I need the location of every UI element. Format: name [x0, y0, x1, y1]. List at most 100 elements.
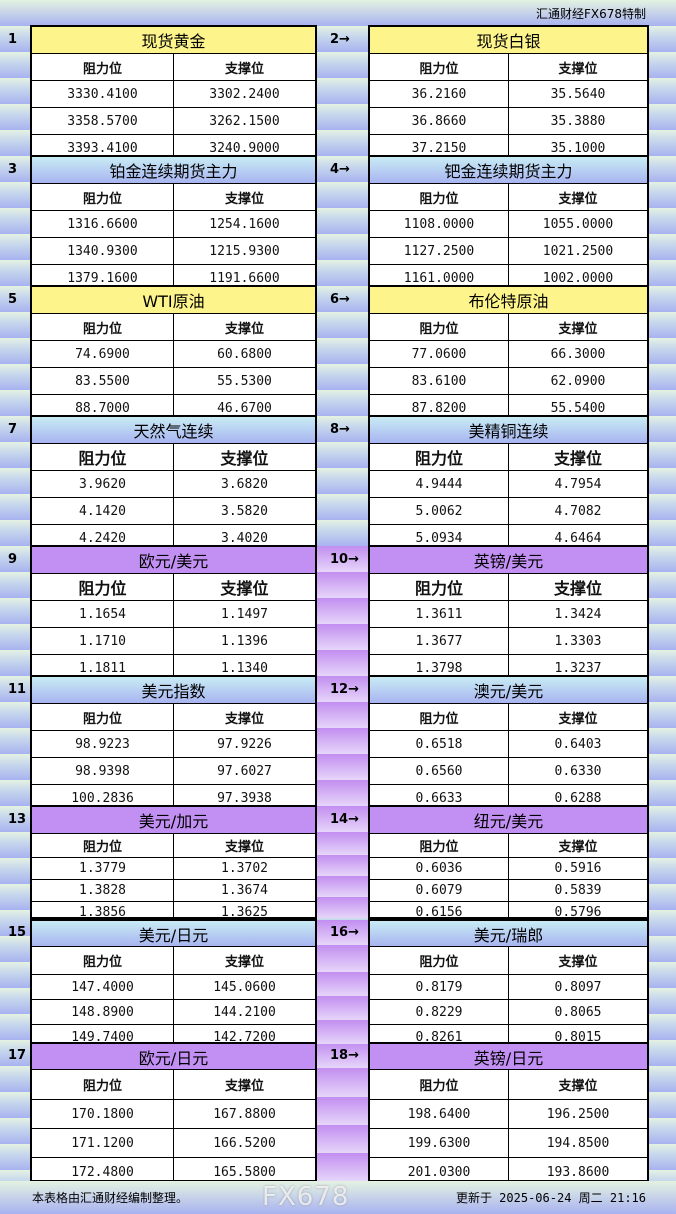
middle-gutter-cell	[317, 650, 368, 676]
table-row: 3330.4100 3302.2400	[32, 81, 315, 108]
table-row: 1108.0000 1055.0000	[370, 211, 647, 238]
support-value: 1002.0000	[542, 270, 614, 286]
table-row: 36.2160 35.5640	[370, 81, 647, 108]
table-row: 199.6300 194.8500	[370, 1129, 647, 1158]
support-value: 35.3880	[550, 113, 606, 129]
middle-gutter-cell	[317, 972, 368, 996]
column-header-row: 阻力位 支撑位	[370, 574, 647, 601]
resistance-value: 1.1811	[32, 655, 174, 681]
resistance-value: 149.7400	[32, 1025, 174, 1049]
support-header: 支撑位	[224, 711, 264, 727]
quote-table-6: 布伦特原油 阻力位 支撑位 77.0600 66.3000 83.6100 62.0900 8…	[368, 285, 649, 421]
instrument-number: 5	[8, 291, 18, 307]
column-header-row: 阻力位 支撑位	[370, 834, 647, 858]
resistance-value: 98.9398	[32, 758, 174, 784]
support-value: 1215.9300	[209, 243, 280, 259]
table-row: 170.1800 167.8800	[32, 1100, 315, 1129]
resistance-header: 阻力位	[370, 947, 509, 974]
support-value: 165.5800	[213, 1164, 276, 1180]
instrument-number: 4→	[330, 161, 350, 177]
top-bar	[0, 0, 676, 26]
column-header-row: 阻力位 支撑位	[370, 444, 647, 471]
support-value: 144.2100	[213, 1004, 276, 1020]
support-header: 支撑位	[558, 711, 598, 727]
table-row: 4.9444 4.7954	[370, 471, 647, 498]
resistance-value: 3330.4100	[32, 81, 174, 107]
table-row: 98.9398 97.6027	[32, 758, 315, 785]
support-value: 1.3303	[554, 633, 602, 649]
instrument-number: 6→	[330, 291, 350, 307]
resistance-value: 100.2836	[32, 785, 174, 811]
support-header: 支撑位	[558, 955, 598, 970]
quote-table-10: 英镑/美元 阻力位 支撑位 1.3611 1.3424 1.3677 1.3303 1.379…	[368, 545, 649, 681]
update-time: 更新于 2025-06-24 周二 21:16	[455, 1191, 646, 1205]
resistance-value: 1.1710	[32, 628, 174, 654]
resistance-value: 1.3677	[370, 628, 509, 654]
middle-gutter-cell	[317, 1043, 368, 1068]
resistance-value: 3393.4100	[32, 135, 174, 161]
middle-gutter-cell	[317, 702, 368, 728]
table-row: 98.9223 97.9226	[32, 731, 315, 758]
resistance-header: 阻力位	[370, 54, 509, 80]
instrument-title: 美元/瑞郎	[370, 921, 647, 947]
support-value: 55.5300	[217, 373, 272, 389]
middle-gutter-cell	[317, 624, 368, 650]
support-value: 4.6464	[554, 530, 602, 546]
column-header-row: 阻力位 支撑位	[32, 184, 315, 211]
table-row: 0.6518 0.6403	[370, 731, 647, 758]
quote-table-18: 英镑/日元 阻力位 支撑位 198.6400 196.2500 199.6300 194.8…	[368, 1042, 649, 1186]
middle-gutter-cell	[317, 996, 368, 1020]
credit-label: 汇通财经FX678特制	[535, 7, 646, 21]
support-value: 0.8097	[554, 979, 602, 995]
table-row: 0.6156 0.5796	[370, 902, 647, 923]
middle-gutter-cell	[317, 598, 368, 624]
resistance-value: 3.9620	[32, 471, 174, 497]
support-value: 166.5200	[213, 1135, 276, 1151]
resistance-value: 201.0300	[370, 1158, 509, 1186]
support-value: 0.8065	[554, 1004, 602, 1020]
table-row: 4.1420 3.5820	[32, 498, 315, 525]
middle-gutter-cell	[317, 676, 368, 702]
support-value: 1055.0000	[542, 216, 614, 232]
table-row: 1.1654 1.1497	[32, 601, 315, 628]
instrument-title: 现货白银	[370, 27, 647, 54]
resistance-value: 5.0062	[370, 498, 509, 524]
support-value: 97.9226	[217, 736, 272, 752]
column-header-row: 阻力位 支撑位	[370, 54, 647, 81]
resistance-value: 1379.1600	[32, 265, 174, 291]
quote-table-14: 纽元/美元 阻力位 支撑位 0.6036 0.5916 0.6079 0.5839 0.615…	[368, 805, 649, 923]
instrument-title: WTI原油	[32, 287, 315, 314]
support-value: 3.6820	[221, 476, 268, 492]
resistance-value: 1340.9300	[32, 238, 174, 264]
support-header: 支撑位	[224, 61, 264, 77]
support-value: 3262.1500	[209, 113, 280, 129]
quote-table-8: 美精铜连续 阻力位 支撑位 4.9444 4.7954 5.0062 4.7082 5.093…	[368, 415, 649, 551]
support-value: 0.6330	[554, 763, 602, 779]
resistance-value: 1.3828	[32, 880, 174, 901]
instrument-number: 15	[8, 925, 27, 940]
support-header: 支撑位	[224, 840, 264, 855]
column-header-row: 阻力位 支撑位	[370, 704, 647, 731]
resistance-value: 5.0934	[370, 525, 509, 551]
resistance-header: 阻力位	[370, 444, 509, 470]
table-row: 172.4800 165.5800	[32, 1158, 315, 1186]
resistance-value: 4.9444	[370, 471, 509, 497]
support-value: 1.1340	[221, 660, 268, 676]
table-row: 37.2150 35.1000	[370, 135, 647, 161]
support-value: 35.1000	[550, 140, 606, 156]
table-row: 3393.4100 3240.9000	[32, 135, 315, 161]
support-header: 支撑位	[224, 955, 264, 970]
instrument-number: 9	[8, 551, 18, 567]
support-value: 142.7200	[213, 1029, 276, 1045]
resistance-header: 阻力位	[32, 574, 174, 600]
resistance-value: 87.8200	[370, 395, 509, 421]
support-value: 0.6288	[554, 790, 602, 806]
resistance-value: 1161.0000	[370, 265, 509, 291]
middle-gutter-cell	[317, 920, 368, 945]
middle-gutter-cell	[317, 1068, 368, 1097]
column-header-row: 阻力位 支撑位	[32, 444, 315, 471]
table-row: 4.2420 3.4020	[32, 525, 315, 551]
resistance-header: 阻力位	[370, 314, 509, 340]
resistance-value: 0.6079	[370, 880, 509, 901]
resistance-value: 37.2150	[370, 135, 509, 161]
